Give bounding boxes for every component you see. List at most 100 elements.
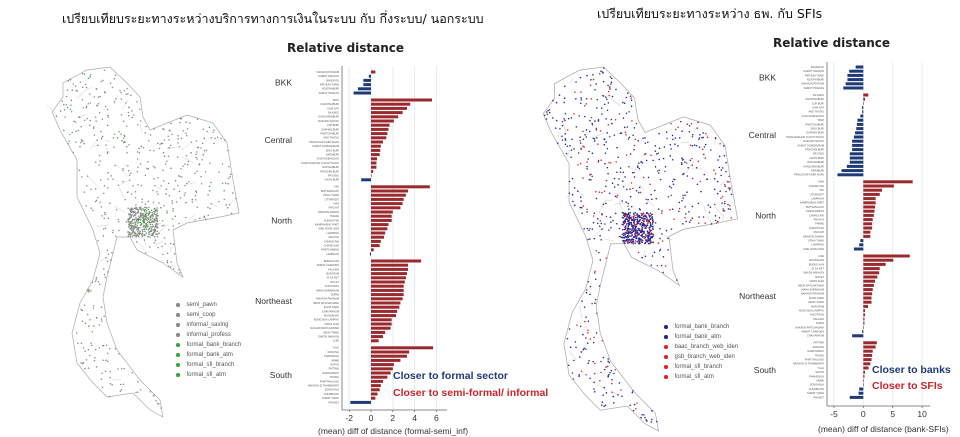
map-point bbox=[597, 120, 600, 122]
map-point bbox=[91, 281, 94, 283]
map-point bbox=[123, 140, 126, 143]
map-point bbox=[554, 127, 557, 129]
province-label: YALA bbox=[818, 366, 825, 370]
map-point bbox=[201, 142, 204, 144]
legend-label: formal_sfi_atm bbox=[186, 371, 226, 378]
map-point bbox=[614, 368, 617, 371]
province-border bbox=[609, 389, 619, 396]
map-point bbox=[171, 218, 174, 220]
legend-dot-icon bbox=[176, 343, 180, 347]
map-point bbox=[646, 224, 649, 226]
map-point bbox=[598, 191, 601, 193]
map-point bbox=[84, 322, 87, 325]
map-point bbox=[139, 120, 142, 122]
map-point bbox=[90, 207, 93, 209]
map-point bbox=[555, 101, 558, 104]
map-point bbox=[171, 133, 173, 135]
bar bbox=[863, 213, 874, 217]
map-point bbox=[658, 250, 661, 252]
map-point bbox=[599, 259, 602, 261]
map-point bbox=[591, 152, 594, 155]
map-point bbox=[678, 137, 681, 139]
map-point bbox=[107, 116, 110, 119]
map-point bbox=[608, 135, 611, 138]
map-point bbox=[574, 341, 577, 343]
map-point bbox=[139, 215, 142, 218]
map-point bbox=[622, 223, 625, 226]
map-point bbox=[583, 306, 586, 308]
map-point bbox=[728, 204, 731, 207]
map-point bbox=[140, 208, 142, 210]
map-point bbox=[548, 108, 551, 111]
map-point bbox=[656, 153, 658, 155]
map-point bbox=[629, 228, 632, 230]
map-point bbox=[625, 240, 628, 242]
map-point bbox=[592, 215, 595, 217]
map-point bbox=[156, 207, 158, 209]
map-point bbox=[139, 389, 142, 391]
map-point bbox=[698, 216, 700, 218]
map-point bbox=[565, 152, 568, 155]
bar bbox=[863, 374, 865, 378]
map-point bbox=[614, 118, 617, 121]
map-point bbox=[593, 212, 596, 215]
map-point bbox=[80, 125, 82, 128]
map-point bbox=[172, 207, 174, 210]
map-point bbox=[625, 201, 627, 203]
map-point bbox=[147, 214, 149, 217]
map-point bbox=[632, 226, 634, 228]
map-point bbox=[186, 134, 188, 137]
map-point bbox=[704, 222, 706, 224]
map-point bbox=[721, 167, 724, 169]
map-point bbox=[681, 157, 683, 159]
bar bbox=[853, 135, 864, 139]
map-point bbox=[723, 200, 726, 203]
bar bbox=[853, 247, 864, 251]
province-label: SI SA KET bbox=[327, 276, 340, 280]
map-point bbox=[634, 216, 637, 219]
map-point bbox=[628, 232, 631, 234]
map-point bbox=[227, 149, 229, 152]
map-point bbox=[629, 188, 631, 190]
map-point bbox=[649, 183, 651, 186]
map-point bbox=[582, 333, 584, 336]
map-point bbox=[147, 160, 149, 163]
map-point bbox=[633, 144, 636, 147]
map-point bbox=[129, 209, 131, 211]
map-point bbox=[648, 238, 651, 240]
bar bbox=[371, 165, 377, 169]
map-point bbox=[583, 146, 585, 148]
map-point bbox=[129, 222, 132, 225]
map-point bbox=[681, 163, 683, 166]
map-point bbox=[659, 237, 661, 240]
province-label: UTTARADIT bbox=[325, 197, 340, 201]
bar bbox=[371, 350, 410, 354]
map-point bbox=[644, 242, 646, 245]
map-point bbox=[110, 175, 112, 177]
map-point bbox=[149, 226, 152, 228]
map-point bbox=[228, 204, 231, 206]
map-point bbox=[155, 223, 157, 226]
map-point bbox=[605, 202, 607, 205]
map-point bbox=[154, 167, 156, 169]
map-point bbox=[593, 336, 595, 339]
bar bbox=[371, 210, 393, 214]
map-point bbox=[628, 241, 631, 244]
province-label: NONTHABURI bbox=[322, 87, 339, 91]
map-point bbox=[185, 121, 187, 123]
map-point bbox=[603, 138, 606, 141]
map-point bbox=[183, 194, 186, 196]
group-label: BKK bbox=[275, 78, 292, 88]
map-point bbox=[152, 235, 154, 237]
map-point bbox=[106, 249, 109, 252]
map-point bbox=[647, 198, 649, 201]
map-point bbox=[129, 235, 132, 238]
bar bbox=[863, 283, 874, 287]
bar bbox=[849, 160, 864, 164]
map-point bbox=[139, 224, 142, 227]
map-point bbox=[123, 367, 126, 370]
map-point bbox=[93, 126, 95, 128]
map-point bbox=[153, 242, 155, 244]
map-point bbox=[643, 223, 645, 226]
map-point bbox=[152, 165, 155, 168]
